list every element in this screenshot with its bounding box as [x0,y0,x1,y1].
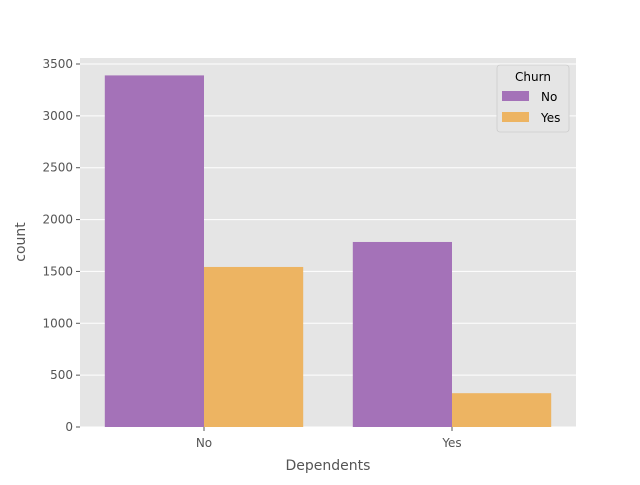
y-tick-label: 1000 [42,316,73,330]
bars-layer [104,75,552,427]
bar-dependents-yes-churn-yes [452,393,552,427]
legend-label: Yes [540,111,560,125]
y-ticks: 0 500 1000 1500 2000 2500 3000 3500 [42,57,80,434]
legend: Churn No Yes [496,64,570,133]
y-tick-label: 3000 [42,109,73,123]
bar-dependents-yes-churn-no [352,241,452,427]
x-tick-label: Yes [441,436,461,450]
legend-label: No [541,90,557,104]
y-tick-label: 0 [65,420,73,434]
y-tick-label: 2500 [42,161,73,175]
x-tick-label: No [196,436,212,450]
y-tick-label: 3500 [42,57,73,71]
y-tick-label: 1500 [42,264,73,278]
bar-dependents-no-churn-yes [204,266,304,427]
y-tick-label: 500 [50,368,73,382]
legend-swatch [502,91,529,101]
legend-swatch [502,112,529,122]
x-axis-title: Dependents [286,458,371,474]
legend-title: Churn [515,70,551,84]
legend-items: No Yes [502,90,560,125]
bar-dependents-no-churn-no [104,75,204,427]
x-ticks: No Yes [196,427,462,450]
y-axis-title: count [13,222,29,262]
y-tick-label: 2000 [42,213,73,227]
